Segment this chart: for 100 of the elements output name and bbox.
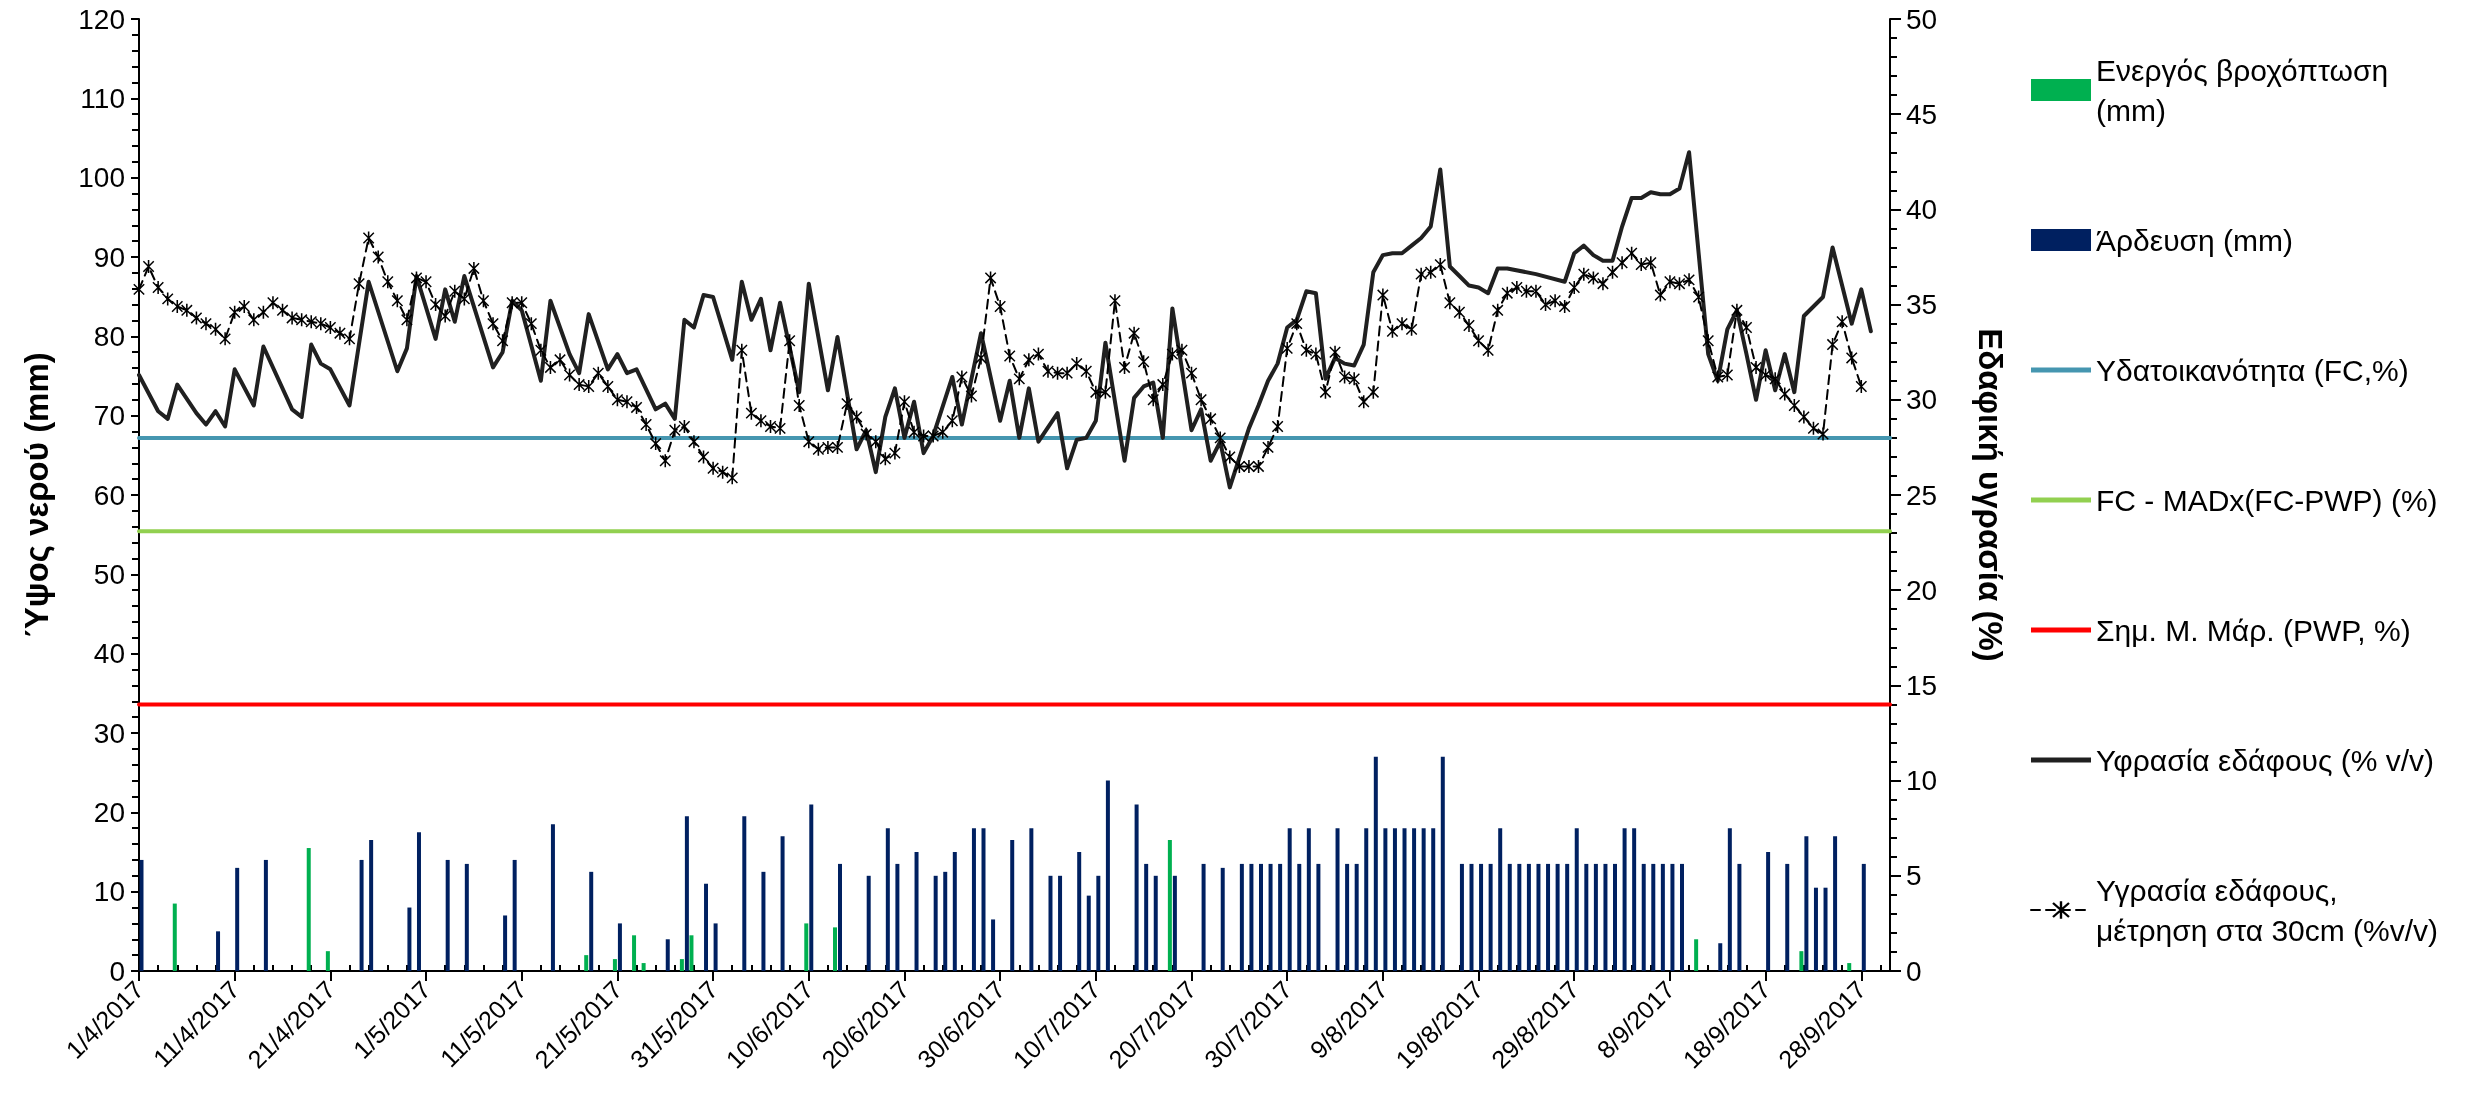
bar — [1555, 863, 1560, 971]
bar — [1354, 863, 1359, 971]
bar — [1364, 828, 1369, 971]
y2-axis-title: Εδαφική υγρασία (%) — [1972, 328, 2009, 662]
legend-label: Υφρασία εδάφους (% v/v) — [2096, 743, 2435, 777]
bar — [1469, 863, 1474, 971]
legend-label: Υδατοικανότητα (FC,%) — [2096, 353, 2409, 387]
bar — [1373, 756, 1378, 971]
y2-tick-label: 50 — [1906, 3, 1938, 35]
bar — [1536, 863, 1541, 971]
bar — [991, 919, 996, 971]
bar — [641, 963, 646, 971]
bar — [1593, 863, 1598, 971]
bar — [1392, 828, 1397, 971]
y2-tick-label: 15 — [1906, 669, 1938, 701]
bar — [684, 816, 689, 971]
legend-label: Υγρασία εδάφους, μέτρηση στα 30cm (%v/v) — [2096, 873, 2439, 947]
bar — [1584, 863, 1589, 971]
y-tick-label: 80 — [93, 320, 125, 352]
bar — [943, 871, 948, 971]
bar — [139, 859, 144, 971]
bar — [1641, 863, 1646, 971]
bar — [742, 816, 747, 971]
y2-tick-label: 10 — [1906, 765, 1938, 797]
bar — [1766, 852, 1771, 971]
legend-label: Σημ. Μ. Μάρ. (PWP, %) — [2096, 613, 2411, 647]
bar — [665, 939, 670, 971]
bar — [1316, 863, 1321, 971]
y-tick-label: 60 — [93, 479, 125, 511]
y2-tick-label: 30 — [1906, 384, 1938, 416]
bar — [464, 863, 469, 971]
bar — [216, 931, 221, 971]
y2-tick-label: 25 — [1906, 479, 1938, 511]
bar — [1670, 863, 1675, 971]
bar — [1727, 828, 1732, 971]
bar — [1144, 863, 1149, 971]
bar — [1431, 828, 1436, 971]
bar — [617, 923, 622, 971]
bar — [1459, 863, 1464, 971]
bar — [971, 828, 976, 971]
bar — [1737, 863, 1742, 971]
bar — [1632, 828, 1637, 971]
bar — [981, 828, 986, 971]
bar — [933, 875, 938, 971]
bar — [325, 951, 330, 971]
y2-tick-label: 40 — [1906, 193, 1938, 225]
y-tick-label: 100 — [78, 162, 125, 194]
y-tick-label: 70 — [93, 400, 125, 432]
bar — [1660, 863, 1665, 971]
bar — [416, 832, 421, 971]
bar — [1383, 828, 1388, 971]
bar — [1105, 780, 1110, 971]
bar — [1488, 863, 1493, 971]
bar — [1249, 863, 1254, 971]
bar — [832, 927, 837, 971]
bar — [1029, 828, 1034, 971]
bar — [1785, 863, 1790, 971]
bar — [1694, 939, 1699, 971]
bar — [1804, 836, 1809, 971]
bar — [1574, 828, 1579, 971]
y-tick-label: 40 — [93, 638, 125, 670]
bar — [550, 824, 555, 971]
bar — [804, 923, 809, 971]
line-series — [137, 150, 1873, 490]
bar — [1680, 863, 1684, 971]
bar — [1651, 863, 1656, 971]
bar — [1526, 863, 1531, 971]
bar — [1565, 863, 1570, 971]
y2-tick-label: 0 — [1906, 955, 1922, 987]
bar — [1479, 863, 1484, 971]
bar — [1622, 828, 1627, 971]
bar — [512, 859, 517, 971]
bar — [1613, 863, 1618, 971]
bar — [809, 804, 814, 971]
bar — [1718, 943, 1723, 971]
bar — [1861, 863, 1866, 971]
bar — [1134, 804, 1139, 971]
y2-tick-label: 20 — [1906, 574, 1938, 606]
bar — [1546, 863, 1551, 971]
bar — [612, 959, 617, 971]
bar — [1153, 875, 1158, 971]
bar — [369, 840, 374, 971]
bar — [689, 935, 694, 971]
bar — [1603, 863, 1608, 971]
y-axis-title: Ύψος νερού (mm) — [18, 352, 55, 638]
bar — [1086, 895, 1091, 971]
y2-tick-label: 5 — [1906, 860, 1922, 892]
bar — [1799, 951, 1804, 971]
bar — [306, 848, 311, 971]
bar — [866, 875, 871, 971]
bar — [1048, 875, 1053, 971]
bar — [885, 828, 890, 971]
bar — [1507, 863, 1512, 971]
bar — [172, 903, 177, 971]
bar — [589, 871, 594, 971]
bar — [780, 836, 785, 971]
bar — [1278, 863, 1283, 971]
bar — [952, 852, 957, 971]
bar — [1268, 863, 1273, 971]
bar — [1833, 836, 1838, 971]
